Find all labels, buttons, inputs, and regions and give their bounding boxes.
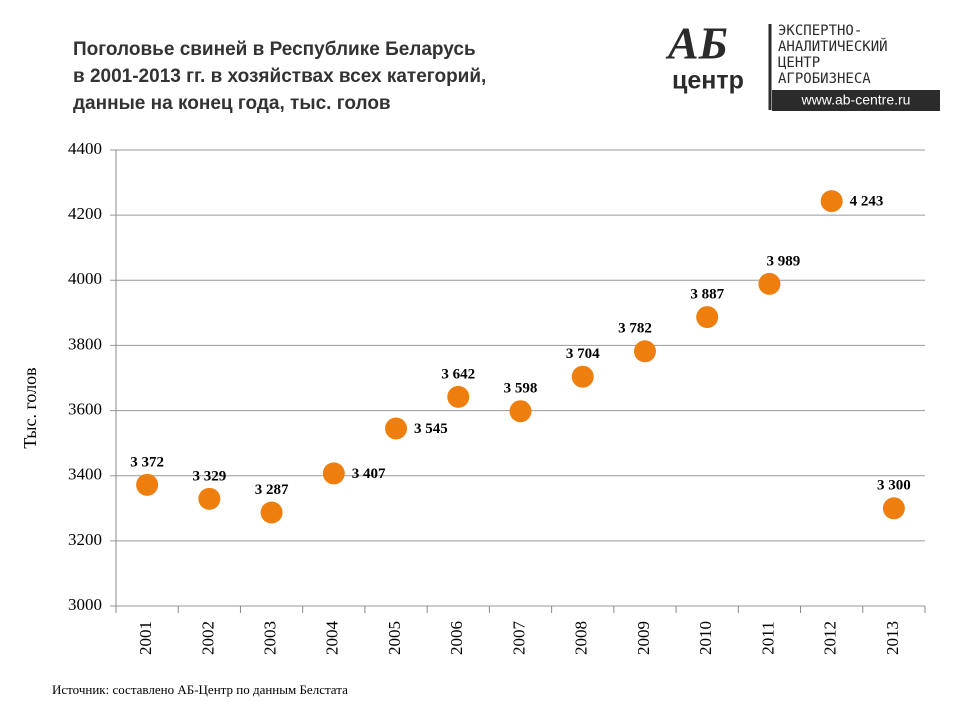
chart-title: данные на конец года, тыс. голов: [73, 93, 391, 114]
value-label: 4 243: [850, 194, 884, 210]
x-tick-label: 2008: [572, 621, 591, 655]
logo-bar: [772, 90, 940, 111]
point: [447, 385, 470, 408]
value-label: 3 329: [192, 468, 226, 484]
logo-mark: АБ: [665, 18, 728, 69]
logo-url: www.ab-centre.ru: [801, 92, 911, 108]
x-tick-label: 2013: [883, 621, 902, 655]
x-tick-label: 2007: [509, 621, 528, 656]
point: [633, 340, 656, 363]
x-tick-label: 2009: [634, 621, 653, 655]
logo-mark-sub: центр: [672, 67, 744, 95]
source-note: Источник: составлено АБ-Центр по данным …: [52, 682, 348, 697]
point: [322, 462, 345, 485]
value-label: 3 704: [566, 346, 600, 362]
logo-line: ЭКСПЕРТНО-: [778, 23, 862, 39]
value-label: 3 642: [441, 366, 475, 382]
point: [571, 365, 594, 388]
x-tick-label: 2001: [136, 621, 155, 655]
y-tick-label: 3800: [68, 334, 102, 353]
point: [696, 306, 719, 329]
x-tick-label: 2010: [696, 621, 715, 655]
point: [882, 497, 905, 520]
logo: АБ центр ЭКСПЕРТНО- АНАЛИТИЧЕСКИЙ ЦЕНТР …: [665, 18, 940, 111]
x-tick-label: 2006: [447, 621, 466, 655]
logo-line: АГРОБИЗНЕСА: [778, 71, 871, 87]
point: [385, 417, 408, 440]
point: [260, 501, 283, 524]
point: [820, 190, 843, 213]
value-label: 3 598: [504, 381, 538, 397]
logo-line: ЦЕНТР: [778, 55, 820, 71]
point: [509, 400, 532, 423]
chart-title: Поголовье свиней в Республике Беларусь: [73, 39, 476, 60]
x-tick-label: 2011: [758, 621, 777, 654]
y-tick-label: 4400: [68, 139, 102, 158]
logo-line: АНАЛИТИЧЕСКИЙ: [778, 37, 888, 55]
x-tick-label: 2012: [821, 621, 840, 655]
y-tick-label: 4200: [68, 204, 102, 223]
value-label: 3 782: [618, 321, 652, 337]
y-tick-label: 3400: [68, 465, 102, 484]
x-tick-label: 2002: [198, 621, 217, 655]
x-tick-label: 2005: [385, 621, 404, 655]
x-tick-label: 2004: [323, 621, 342, 656]
value-label: 3 372: [130, 454, 164, 470]
value-label: 3 407: [352, 466, 386, 482]
chart-title: в 2001-2013 гг. в хозяйствах всех катего…: [73, 66, 486, 87]
y-tick-label: 3000: [68, 595, 102, 614]
value-label: 3 545: [414, 421, 448, 437]
y-tick-label: 3600: [68, 399, 102, 418]
point: [136, 473, 159, 496]
point: [758, 272, 781, 295]
y-axis-label: Тыс. голов: [20, 367, 40, 448]
value-label: 3 287: [255, 482, 289, 498]
value-label: 3 300: [877, 478, 911, 494]
value-label: 3 887: [690, 287, 724, 303]
y-tick-label: 3200: [68, 530, 102, 549]
x-tick-label: 2003: [260, 621, 279, 655]
point: [198, 487, 221, 510]
value-label: 3 989: [767, 253, 801, 269]
y-tick-label: 4000: [68, 269, 102, 288]
